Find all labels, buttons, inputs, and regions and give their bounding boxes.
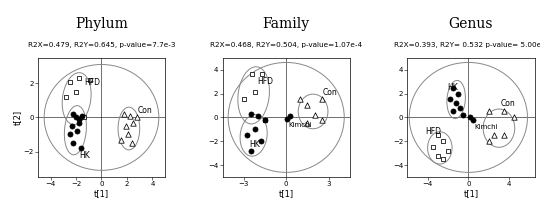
Text: HFD: HFD — [257, 77, 273, 86]
Point — [74, 117, 83, 121]
Text: HK: HK — [448, 83, 458, 92]
Point — [133, 116, 141, 119]
Point — [74, 76, 83, 80]
Point — [120, 112, 129, 116]
Point — [484, 140, 493, 143]
Point — [456, 106, 464, 110]
Point — [69, 141, 78, 145]
Point — [438, 158, 447, 161]
Point — [248, 73, 256, 76]
Point — [282, 117, 291, 120]
Point — [452, 101, 461, 105]
Point — [68, 124, 77, 128]
Point — [69, 112, 78, 116]
Point — [434, 134, 442, 137]
Text: Con: Con — [138, 106, 152, 115]
Point — [490, 134, 498, 137]
Point — [303, 104, 312, 107]
Text: R2X=0.393, R2Y= 0.532 p-value= 5.00e-5: R2X=0.393, R2Y= 0.532 p-value= 5.00e-5 — [394, 42, 540, 48]
Point — [449, 86, 457, 89]
Point — [62, 95, 70, 99]
X-axis label: t[1]: t[1] — [94, 189, 109, 198]
Point — [246, 112, 255, 116]
Point — [484, 110, 493, 113]
Point — [78, 114, 87, 117]
Point — [74, 122, 83, 125]
Point — [303, 122, 312, 125]
Point — [65, 80, 74, 83]
Point — [129, 121, 138, 124]
Point — [500, 110, 508, 113]
Point — [246, 149, 255, 152]
Point — [318, 98, 326, 101]
Point — [258, 73, 266, 76]
Point — [296, 98, 305, 101]
Point — [469, 119, 478, 122]
Point — [444, 149, 453, 152]
Point — [128, 141, 137, 145]
Text: Con: Con — [501, 99, 516, 109]
Point — [72, 115, 80, 118]
Point — [510, 116, 518, 119]
Point — [256, 140, 265, 143]
Point — [446, 98, 454, 101]
Text: Con: Con — [322, 88, 337, 96]
Text: HFD: HFD — [426, 127, 442, 136]
Point — [454, 92, 462, 95]
Point — [72, 90, 80, 94]
Text: Family: Family — [262, 17, 310, 31]
Point — [318, 118, 326, 122]
Point — [116, 138, 125, 141]
Point — [261, 118, 269, 122]
Point — [122, 124, 130, 128]
Text: HK: HK — [79, 151, 90, 160]
Point — [449, 110, 457, 113]
Point — [77, 146, 85, 150]
Point — [124, 133, 132, 136]
Text: Kimchi: Kimchi — [289, 122, 312, 128]
Point — [428, 146, 437, 149]
Y-axis label: t[2]: t[2] — [13, 110, 22, 125]
Text: R2X=0.468, R2Y=0.504, p-value=1.07e-4: R2X=0.468, R2Y=0.504, p-value=1.07e-4 — [210, 42, 362, 48]
Text: HK: HK — [249, 139, 260, 149]
Text: Kimchi: Kimchi — [475, 124, 498, 130]
Point — [261, 118, 269, 122]
Text: R2X=0.479, R2Y=0.645, p-value=7.7e-3: R2X=0.479, R2Y=0.645, p-value=7.7e-3 — [28, 42, 176, 48]
Point — [466, 115, 475, 118]
Point — [239, 98, 248, 101]
Text: Genus: Genus — [449, 17, 493, 31]
Point — [434, 154, 442, 157]
Text: HFD: HFD — [84, 78, 100, 87]
Point — [251, 128, 259, 131]
Point — [310, 113, 319, 117]
Point — [73, 129, 82, 133]
Point — [65, 133, 74, 136]
Point — [86, 78, 94, 82]
Point — [125, 114, 134, 117]
Point — [438, 140, 447, 143]
Point — [251, 91, 259, 94]
Point — [500, 134, 508, 137]
Text: Phylum: Phylum — [75, 17, 128, 31]
Point — [242, 134, 251, 137]
Point — [254, 115, 262, 118]
X-axis label: t[1]: t[1] — [279, 189, 294, 198]
Point — [79, 115, 88, 118]
Point — [286, 115, 295, 118]
Point — [459, 113, 468, 117]
X-axis label: t[1]: t[1] — [463, 189, 478, 198]
